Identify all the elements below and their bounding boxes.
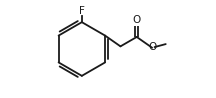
- Text: O: O: [133, 15, 141, 25]
- Text: O: O: [149, 42, 157, 52]
- Text: F: F: [79, 6, 85, 16]
